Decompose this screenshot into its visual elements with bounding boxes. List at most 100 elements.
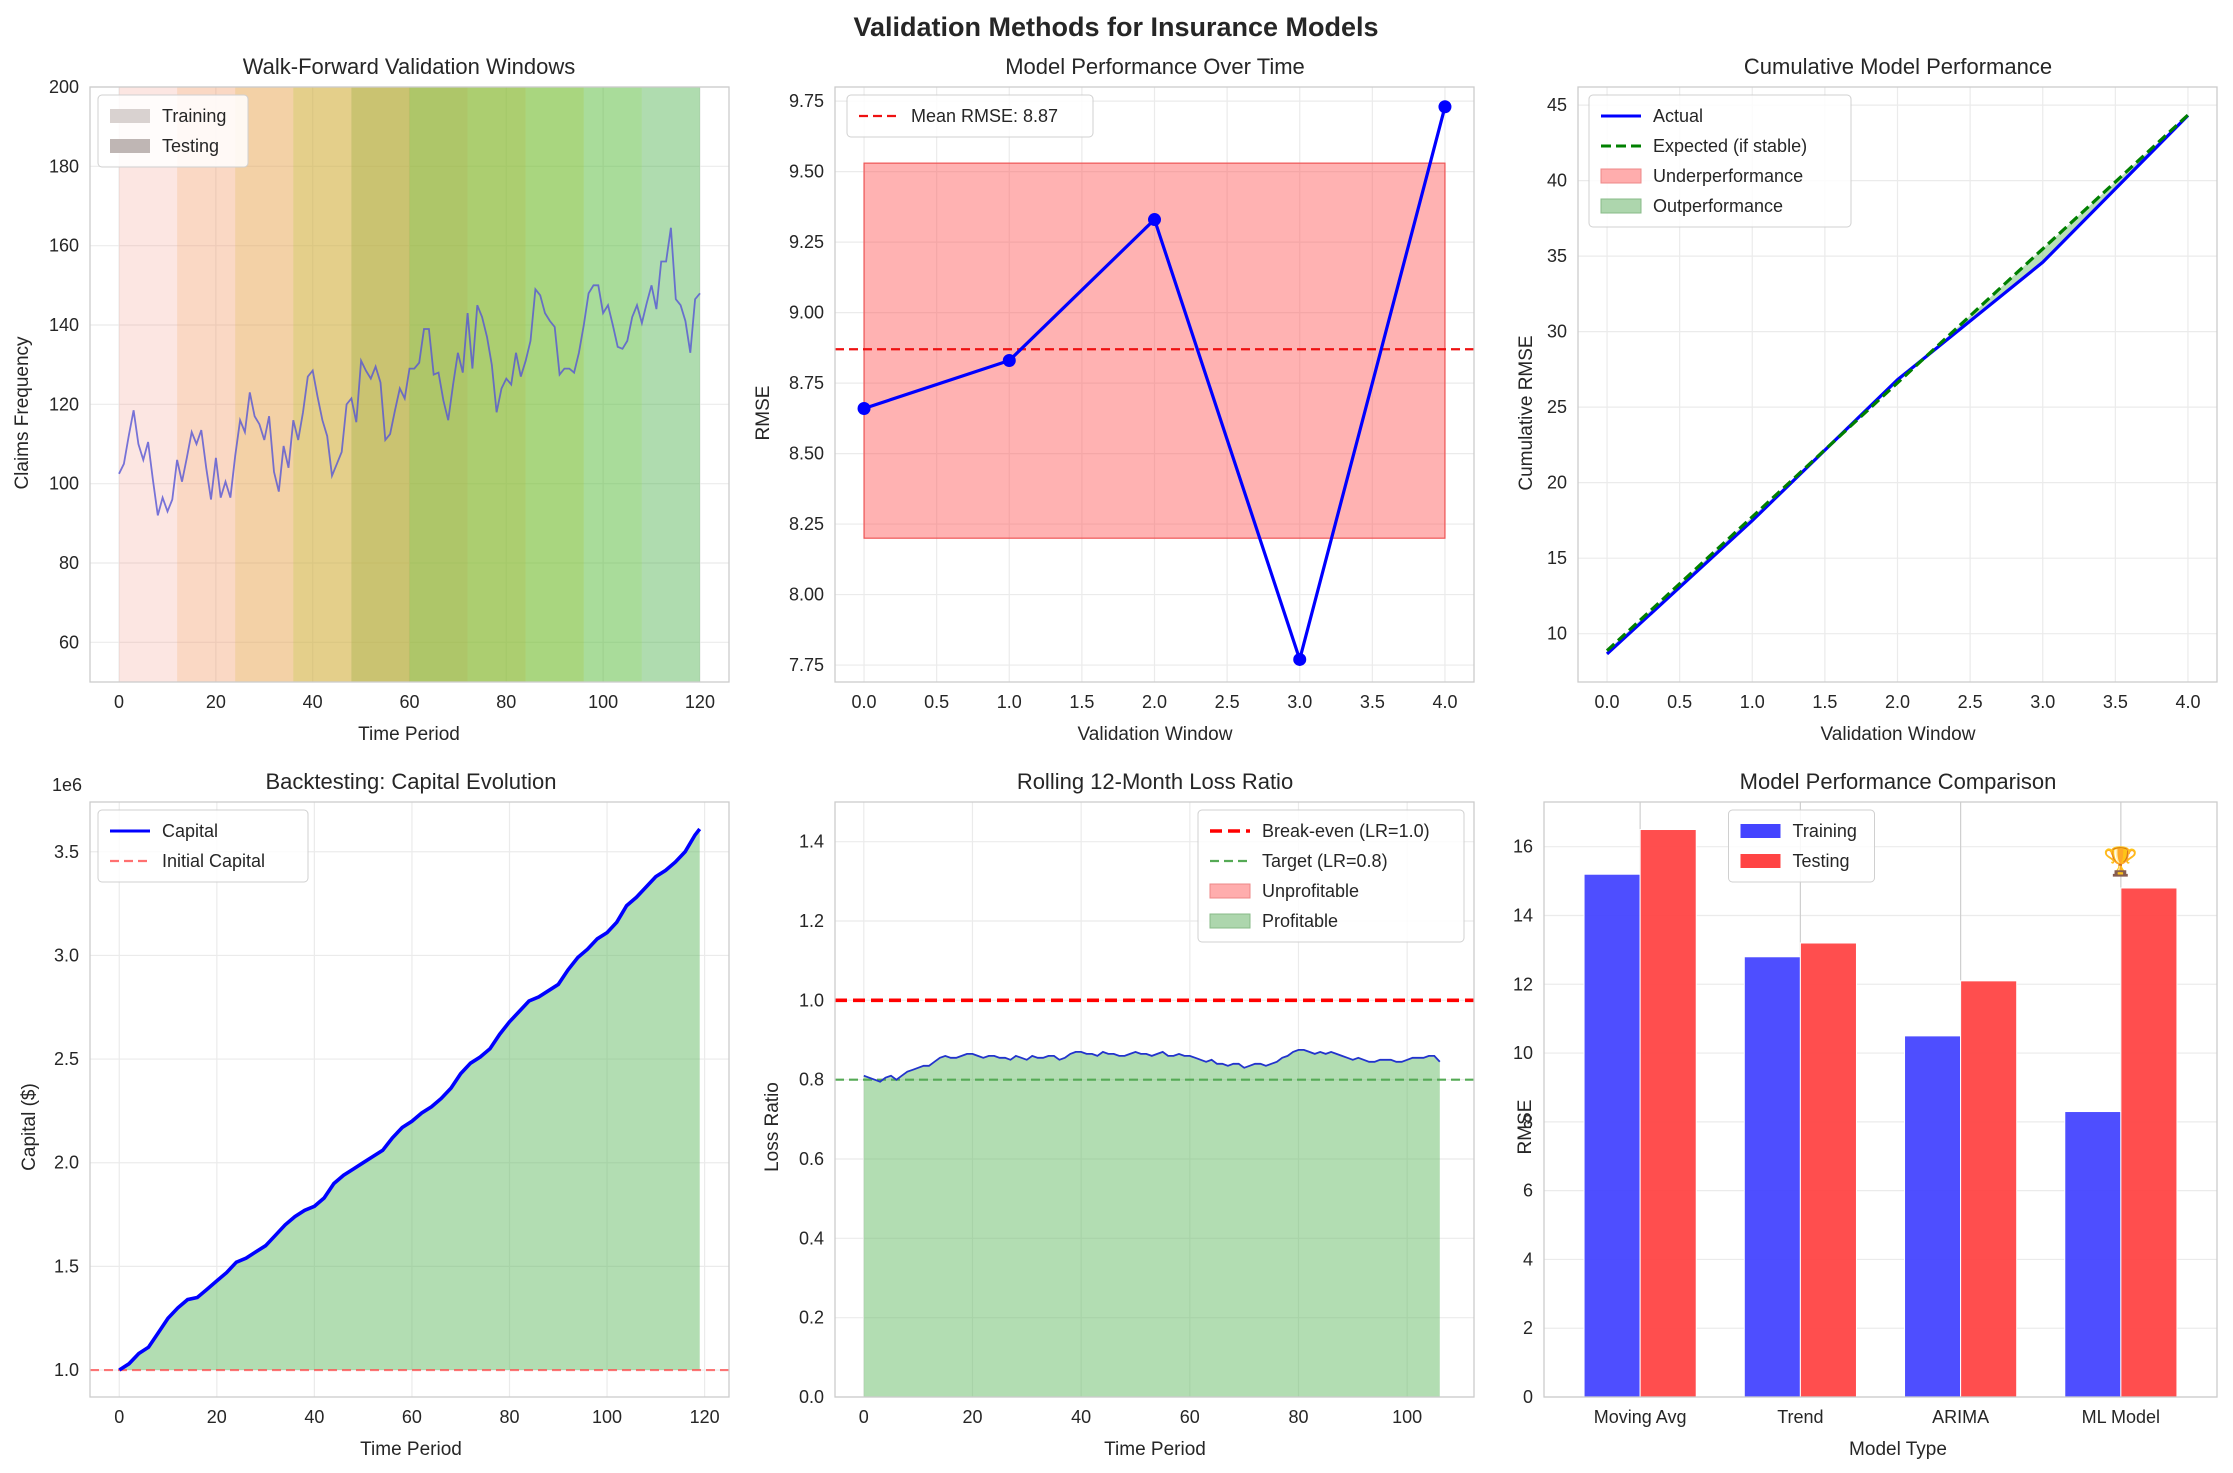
- training-bar: [1904, 1035, 1962, 1398]
- rmse-point: [1002, 354, 1016, 368]
- performance-xtick-label: 0.5: [924, 692, 949, 712]
- walk-forward-xtick-label: 80: [496, 692, 516, 712]
- capital-xtick-label: 0: [114, 1407, 124, 1427]
- performance-ytick-label: 9.75: [789, 91, 824, 111]
- performance-xtick-label: 1.0: [997, 692, 1022, 712]
- capital-xtick-label: 100: [592, 1407, 622, 1427]
- cumulative-legend-label: Underperformance: [1653, 166, 1803, 186]
- loss-ratio-legend-swatch: [1209, 883, 1251, 899]
- testing-bar: [2120, 887, 2178, 1398]
- loss-ratio-xtick-label: 80: [1288, 1407, 1308, 1427]
- comparison-ytick-label: 8: [1523, 1112, 1533, 1132]
- training-bar: [1583, 873, 1641, 1398]
- testing-bar: [1799, 942, 1857, 1398]
- walk-forward-xtick-label: 40: [303, 692, 323, 712]
- comparison-ytick-label: 10: [1513, 1043, 1533, 1063]
- performance-xtick-label: 0.0: [852, 692, 877, 712]
- walk-forward-panel: Walk-Forward Validation Windows Time Per…: [12, 54, 730, 745]
- cumulative-xtick-label: 2.0: [1885, 692, 1910, 712]
- performance-xtick-label: 2.5: [1215, 692, 1240, 712]
- walk-forward-frame: [89, 86, 730, 683]
- profit-area: [119, 829, 700, 1371]
- comparison-ytick-label: 2: [1523, 1318, 1533, 1338]
- capital-xtick-label: 60: [402, 1407, 422, 1427]
- walk-forward-ytick-label: 140: [49, 315, 79, 335]
- capital-ytick-label: 2.0: [54, 1153, 79, 1173]
- loss-ratio-legend-box: [1197, 809, 1465, 943]
- capital-ylabel: Capital ($): [19, 1083, 40, 1171]
- cumulative-ytick-label: 25: [1547, 397, 1567, 417]
- capital-legend-label: Initial Capital: [162, 851, 265, 871]
- training-window: [119, 87, 352, 682]
- comparison-ytick-label: 14: [1513, 905, 1533, 925]
- performance-xtick-label: 4.0: [1432, 692, 1457, 712]
- walk-forward-title: Walk-Forward Validation Windows: [243, 54, 576, 79]
- category-label: Trend: [1777, 1407, 1823, 1427]
- cumulative-ytick-label: 40: [1547, 171, 1567, 191]
- loss-ratio-xtick-label: 20: [962, 1407, 982, 1427]
- comparison-title: Model Performance Comparison: [1740, 769, 2057, 794]
- loss-ratio-ytick-label: 1.2: [799, 911, 824, 931]
- capital-xtick-label: 40: [304, 1407, 324, 1427]
- capital-xtick-label: 120: [690, 1407, 720, 1427]
- capital-xtick-label: 80: [499, 1407, 519, 1427]
- performance-ytick-label: 8.75: [789, 373, 824, 393]
- testing-bar: [1639, 829, 1697, 1398]
- performance-ylabel: RMSE: [753, 386, 774, 441]
- performance-legend-label: Mean RMSE: 8.87: [911, 106, 1058, 126]
- loss-ratio-ylabel: Loss Ratio: [762, 1082, 783, 1172]
- comparison-ylabel: RMSE: [1515, 1100, 1536, 1155]
- claims-line: [118, 227, 701, 516]
- loss-ratio-line: [863, 1049, 1441, 1083]
- performance-ytick-label: 8.00: [789, 585, 824, 605]
- category-label: ARIMA: [1932, 1407, 1989, 1427]
- capital-legend-box: [97, 809, 309, 883]
- loss-ratio-panel: Rolling 12-Month Loss Ratio Time Period …: [762, 769, 1475, 1460]
- cumulative-panel: Cumulative Model Performance Validation …: [1516, 54, 2218, 745]
- walk-forward-ytick-label: 200: [49, 77, 79, 97]
- loss-ratio-ytick-label: 0.2: [799, 1308, 824, 1328]
- capital-title: Backtesting: Capital Evolution: [265, 769, 556, 794]
- capital-offset-label: 1e6: [52, 775, 82, 795]
- training-window: [409, 87, 642, 682]
- cumulative-legend-label: Outperformance: [1653, 196, 1783, 216]
- cumulative-ytick-label: 10: [1547, 624, 1567, 644]
- testing-window: [409, 87, 468, 682]
- comparison-legend-swatch: [1740, 824, 1781, 838]
- loss-ratio-xlabel: Time Period: [1104, 1439, 1206, 1460]
- rmse-point: [1148, 213, 1161, 227]
- loss-ratio-ytick-label: 1.0: [799, 990, 824, 1010]
- comparison-xlabel: Model Type: [1849, 1439, 1947, 1460]
- loss-ratio-legend-label: Break-even (LR=1.0): [1262, 821, 1430, 841]
- testing-window: [641, 87, 700, 682]
- training-window: [351, 87, 584, 682]
- cumulative-xtick-label: 0.0: [1595, 692, 1620, 712]
- walk-forward-ytick-label: 120: [49, 394, 79, 414]
- loss-ratio-title: Rolling 12-Month Loss Ratio: [1017, 769, 1293, 794]
- walk-forward-xtick-label: 0: [114, 692, 124, 712]
- comparison-ytick-label: 16: [1513, 837, 1533, 857]
- profitable-area: [863, 1049, 1440, 1397]
- walk-forward-ytick-label: 160: [49, 236, 79, 256]
- loss-ratio-xtick-label: 0: [859, 1407, 869, 1427]
- cumulative-xtick-label: 3.5: [2103, 692, 2128, 712]
- walk-forward-xtick-label: 100: [588, 692, 618, 712]
- comparison-ytick-label: 0: [1523, 1387, 1533, 1407]
- performance-xlabel: Validation Window: [1078, 724, 1233, 745]
- walk-forward-legend-swatch: [110, 139, 150, 153]
- testing-window: [583, 87, 642, 682]
- expected-line: [1605, 113, 2190, 652]
- walk-forward-xtick-label: 120: [685, 692, 715, 712]
- category-label: ML Model: [2082, 1407, 2160, 1427]
- walk-forward-ytick-label: 60: [59, 632, 79, 652]
- cumulative-xlabel: Validation Window: [1821, 724, 1976, 745]
- cumulative-frame: [1577, 86, 2218, 683]
- loss-ratio-frame: [834, 801, 1475, 1398]
- training-window: [235, 87, 468, 682]
- walk-forward-ytick-label: 180: [49, 156, 79, 176]
- capital-legend-label: Capital: [162, 821, 218, 841]
- loss-ratio-legend-swatch: [1209, 913, 1251, 929]
- capital-frame: [89, 801, 730, 1398]
- comparison-legend-swatch: [1740, 854, 1781, 868]
- cumulative-ytick-label: 45: [1547, 95, 1567, 115]
